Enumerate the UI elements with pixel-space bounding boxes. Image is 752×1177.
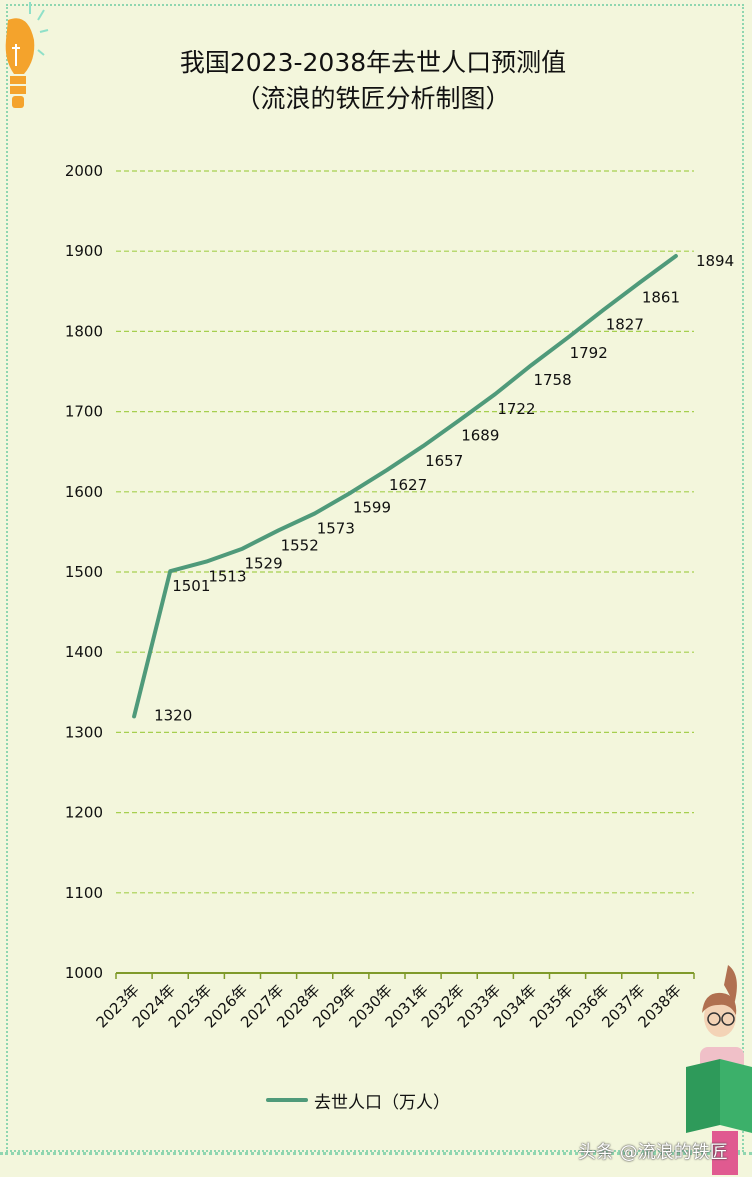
- data-label: 1894: [696, 252, 734, 270]
- series-line: [132, 254, 678, 719]
- data-label: 1501: [172, 577, 210, 595]
- gridlines: [116, 170, 694, 894]
- x-axis: 2023年2024年2025年2026年2027年2028年2029年2030年…: [93, 972, 695, 1031]
- data-point: [603, 309, 605, 311]
- data-label: 1513: [208, 568, 246, 586]
- data-label: 1758: [533, 371, 571, 389]
- data-point: [278, 529, 280, 531]
- chart-frame: [6, 4, 744, 1152]
- data-label: 1529: [244, 555, 282, 573]
- legend: 去世人口（万人）: [266, 1088, 450, 1113]
- data-point: [350, 492, 352, 494]
- data-point: [494, 393, 496, 395]
- y-tick-label: 1700: [65, 403, 103, 421]
- watermark: 头条 @流浪的铁匠: [578, 1142, 728, 1163]
- legend-swatch: [266, 1098, 308, 1102]
- data-point: [530, 364, 532, 366]
- y-tick-label: 1800: [65, 322, 103, 340]
- data-label: 1320: [154, 706, 192, 724]
- data-label: 1689: [461, 426, 499, 444]
- data-label: 1573: [317, 519, 355, 537]
- data-label: 1552: [281, 536, 319, 554]
- legend-label: 去世人口（万人）: [314, 1092, 450, 1113]
- data-label: 1599: [353, 499, 391, 517]
- chart-subtitle: （流浪的铁匠分析制图）: [235, 84, 511, 113]
- lightbulb-icon: [5, 2, 49, 108]
- y-tick-label: 2000: [65, 162, 103, 180]
- data-label: 1657: [425, 452, 463, 470]
- reading-girl-illustration: [686, 965, 752, 1175]
- y-tick-label: 1000: [65, 964, 103, 982]
- y-tick-label: 1100: [65, 884, 103, 902]
- y-tick-label: 1900: [65, 242, 103, 260]
- data-point: [314, 512, 316, 514]
- data-label: 1792: [570, 344, 608, 362]
- y-tick-label: 1400: [65, 643, 103, 661]
- data-point: [639, 281, 641, 283]
- data-point: [422, 445, 424, 447]
- chart-title: 我国2023-2038年去世人口预测值: [179, 48, 567, 77]
- data-point: [675, 255, 677, 257]
- data-point: [133, 715, 135, 717]
- data-point: [241, 548, 243, 550]
- data-label: 1722: [497, 400, 535, 418]
- data-point: [386, 469, 388, 471]
- y-axis-labels: 1000 1100 1200 1300 1400 1500 1600 1700 1800 1900…: [65, 162, 103, 982]
- bottom-divider: [0, 1152, 752, 1155]
- data-label: 1861: [642, 288, 680, 306]
- data-point: [567, 337, 569, 339]
- y-tick-label: 1600: [65, 483, 103, 501]
- data-point: [458, 419, 460, 421]
- data-label: 1827: [606, 316, 644, 334]
- y-tick-label: 1500: [65, 563, 103, 581]
- data-label: 1627: [389, 476, 427, 494]
- y-tick-label: 1200: [65, 804, 103, 822]
- y-tick-label: 1300: [65, 723, 103, 741]
- data-point: [169, 570, 171, 572]
- data-point: [205, 561, 207, 563]
